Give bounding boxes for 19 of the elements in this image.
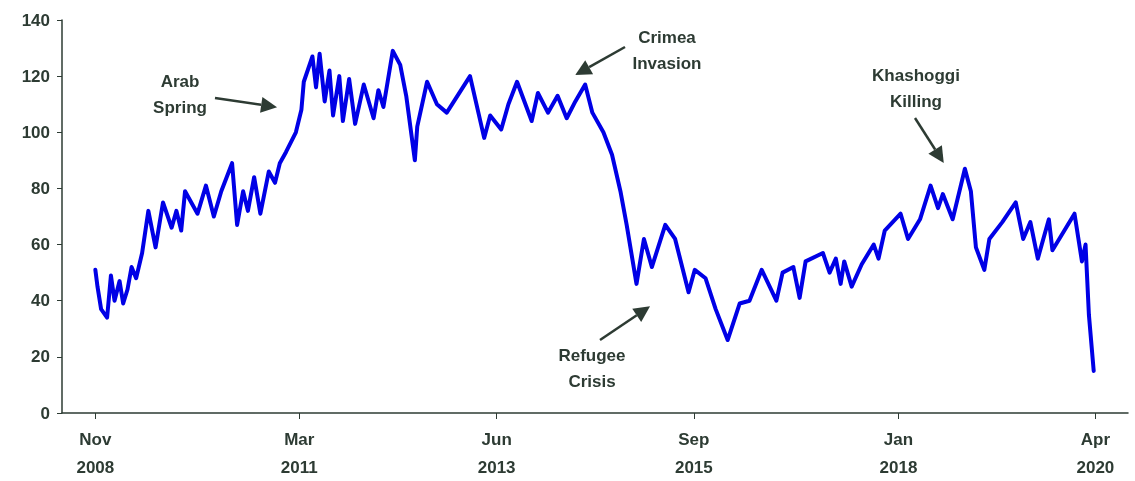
x-tick-label: Jun 2013 [477, 429, 516, 477]
annotation: Arab Spring [153, 72, 207, 117]
y-tick-label: 60 [31, 235, 50, 255]
x-tick-label: Apr 2020 [1076, 429, 1115, 477]
annotation: Khashoggi Killing [872, 66, 960, 111]
annotation: Refugee Crisis [558, 346, 626, 391]
y-tick-label: 0 [40, 403, 50, 423]
x-tick-label: Jan 2018 [879, 429, 918, 477]
x-tick-label: Mar 2011 [280, 429, 318, 477]
line-series [93, 48, 1096, 373]
x-tick-label: Sep 2015 [674, 429, 713, 477]
y-tick-label: 120 [21, 66, 50, 86]
y-tick-label: 20 [31, 347, 50, 367]
y-tick-label: 140 [21, 10, 50, 30]
x-tick-label: Nov 2008 [76, 429, 115, 477]
y-tick-label: 40 [31, 291, 50, 311]
y-tick-label: 80 [31, 178, 50, 198]
y-tick-label: 100 [21, 122, 50, 142]
annotation: Crimea Invasion [632, 28, 702, 73]
